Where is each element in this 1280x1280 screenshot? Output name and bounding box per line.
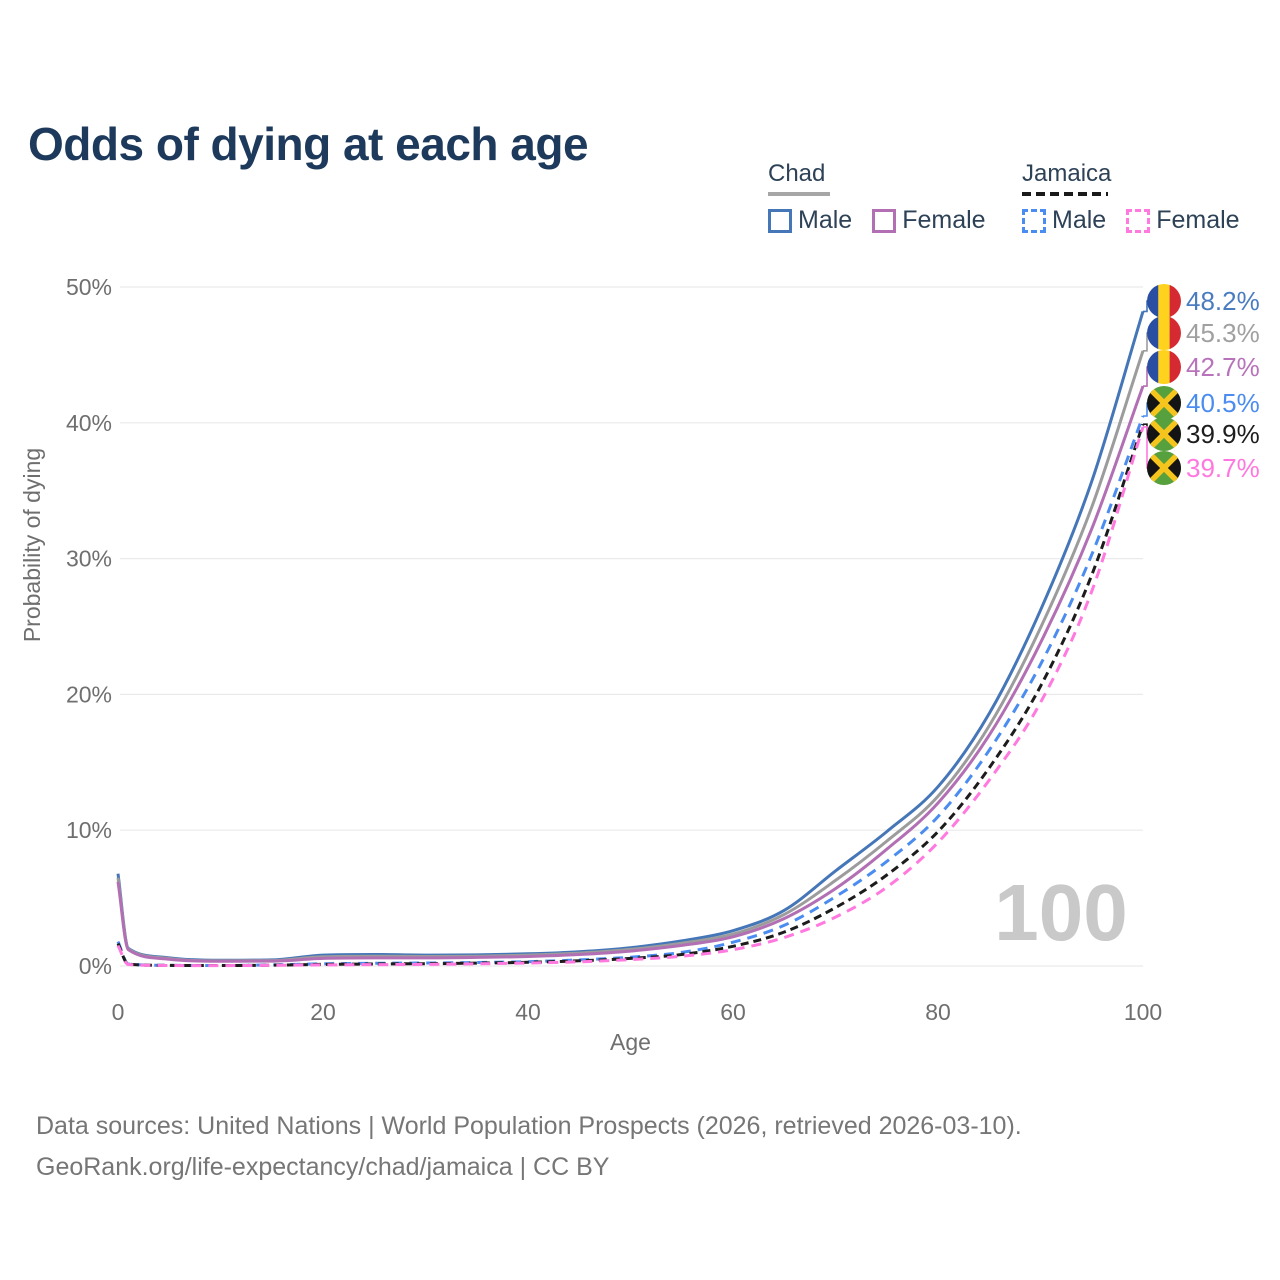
chad-female-swatch <box>872 208 897 233</box>
x-tick-label: 0 <box>112 999 125 1025</box>
flag-icon-chad <box>1147 350 1181 384</box>
x-tick-label: 60 <box>720 999 746 1025</box>
legend-item-jamaica-male[interactable]: Male <box>1022 206 1106 235</box>
flag-icon-chad <box>1147 284 1181 318</box>
flag-icon-jamaica <box>1147 451 1181 485</box>
y-tick-label: 20% <box>66 681 112 707</box>
x-tick-label: 20 <box>310 999 336 1025</box>
chad-solid-line-swatch <box>768 192 830 196</box>
end-value-label-jamaica-male: 40.5% <box>1186 388 1260 418</box>
jamaica-male-swatch <box>1022 208 1046 233</box>
flag-icon-jamaica <box>1147 417 1181 451</box>
legend-group-chad: Chad Male Female <box>768 160 1006 235</box>
data-sources-line: Data sources: United Nations | World Pop… <box>36 1112 1022 1140</box>
legend-label: Male <box>1052 206 1107 234</box>
series-line-chad-female <box>116 385 1145 963</box>
jamaica-female-swatch <box>1126 208 1151 233</box>
x-tick-label: 100 <box>1124 999 1162 1025</box>
legend-item-chad-female[interactable]: Female <box>872 206 986 235</box>
y-tick-label: 30% <box>66 546 112 572</box>
legend-group-jamaica: Jamaica Male Female <box>1022 160 1260 235</box>
flag-icon-chad <box>1147 316 1181 350</box>
end-value-label-jamaica-both-sexes: 39.9% <box>1186 419 1260 449</box>
x-tick-label: 40 <box>515 999 541 1025</box>
series-line-chad-both-sexes <box>116 350 1145 963</box>
y-axis-title: Probability of dying <box>19 448 45 642</box>
end-value-label-chad-female: 42.7% <box>1186 352 1260 382</box>
jamaica-dashed-line-swatch <box>1022 192 1108 196</box>
legend-label: Female <box>902 206 986 234</box>
legend-label: Male <box>798 206 853 234</box>
legend-item-chad-male[interactable]: Male <box>768 206 852 235</box>
legend-item-jamaica-female[interactable]: Female <box>1126 206 1240 235</box>
end-value-label-chad-both-sexes: 45.3% <box>1186 318 1260 348</box>
legend-jamaica-title: Jamaica <box>1022 160 1112 187</box>
y-tick-label: 10% <box>66 817 112 843</box>
age-watermark: 100 <box>994 868 1127 957</box>
end-value-label-jamaica-female: 39.7% <box>1186 453 1260 483</box>
y-tick-label: 0% <box>79 953 112 979</box>
x-tick-label: 80 <box>925 999 951 1025</box>
chad-male-swatch <box>768 208 792 233</box>
attribution: Data sources: United Nations | World Pop… <box>36 1106 1022 1188</box>
flag-icon-jamaica <box>1147 386 1181 420</box>
legend-chad-items: Male Female <box>768 206 1006 235</box>
x-axis-title: Age <box>610 1029 651 1055</box>
y-tick-label: 40% <box>66 410 112 436</box>
legend-chad-title: Chad <box>768 160 826 187</box>
page-title: Odds of dying at each age <box>28 117 589 170</box>
legend-jamaica-items: Male Female <box>1022 206 1260 235</box>
y-tick-label: 50% <box>66 274 112 300</box>
series-line-jamaica-female <box>116 426 1145 968</box>
legend-label: Female <box>1156 206 1240 234</box>
end-value-label-chad-male: 48.2% <box>1186 286 1260 316</box>
series-line-chad-male <box>116 310 1145 962</box>
series-line-jamaica-male <box>116 415 1145 967</box>
source-url-line: GeoRank.org/life-expectancy/chad/jamaica… <box>36 1153 610 1181</box>
